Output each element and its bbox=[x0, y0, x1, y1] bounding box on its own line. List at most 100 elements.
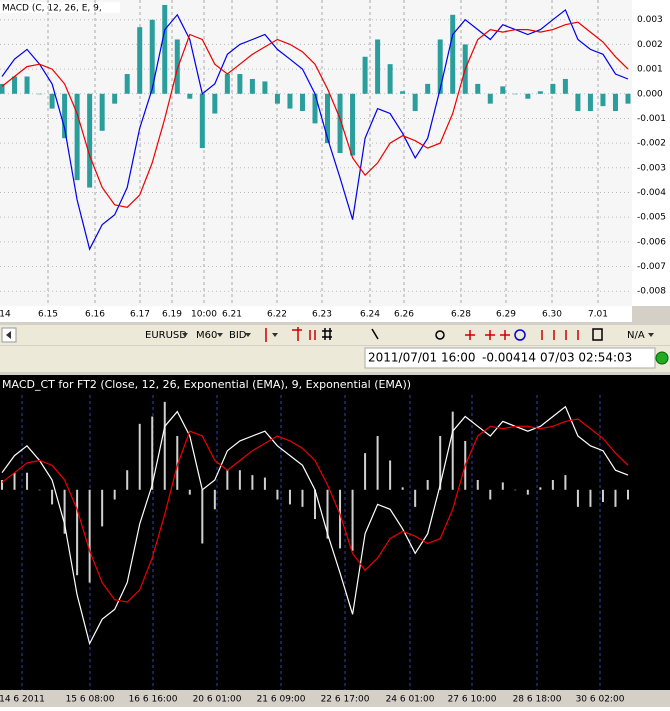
histogram-bar bbox=[87, 93, 93, 188]
histogram-bar bbox=[238, 470, 241, 490]
price-select[interactable]: BID bbox=[229, 330, 247, 341]
histogram-bar bbox=[13, 472, 16, 490]
histogram-bar bbox=[62, 93, 68, 139]
top-axis bbox=[632, 0, 670, 306]
histogram-bar bbox=[414, 489, 417, 507]
histogram-bar bbox=[362, 56, 368, 94]
histogram-bar bbox=[299, 93, 305, 112]
histogram-bar bbox=[400, 91, 406, 94]
signal-line bbox=[1, 418, 629, 603]
histogram-bar bbox=[376, 436, 379, 490]
histogram-bar bbox=[274, 93, 280, 104]
histogram-bar bbox=[439, 436, 442, 490]
histogram-bar bbox=[249, 78, 255, 94]
histogram-bar bbox=[163, 401, 166, 490]
y-tick-label: 0.002 bbox=[637, 40, 663, 50]
histogram-bar bbox=[501, 482, 504, 490]
toolbar-icons[interactable] bbox=[265, 327, 603, 342]
x-tick-label: 6.30 bbox=[542, 310, 562, 320]
histogram-bar bbox=[162, 4, 168, 94]
histogram-bar bbox=[539, 487, 542, 490]
x-tick-label: 14 bbox=[0, 310, 11, 320]
histogram-bar bbox=[587, 93, 593, 112]
top-title: MACD (C, 12, 26, E, 9, bbox=[2, 4, 102, 14]
histogram-bar bbox=[288, 489, 291, 505]
histogram-bar bbox=[126, 470, 129, 490]
status-light bbox=[655, 351, 669, 365]
histogram-bar bbox=[614, 489, 617, 507]
dropdown-arrows bbox=[182, 333, 654, 337]
histogram-bar bbox=[88, 489, 91, 583]
histogram-bar bbox=[489, 489, 492, 500]
y-tick-label: -0.002 bbox=[637, 139, 666, 149]
histogram-bar bbox=[101, 489, 104, 527]
x-tick-label: 10:00 bbox=[191, 310, 217, 320]
symbol-select[interactable]: EURUSD bbox=[145, 330, 187, 341]
y-tick-label: 0.000 bbox=[637, 89, 663, 99]
histogram-bar bbox=[74, 93, 80, 181]
histogram-bar bbox=[149, 19, 155, 94]
histogram-bar bbox=[174, 39, 180, 94]
y-tick-label: -0.008 bbox=[637, 287, 666, 297]
histogram-bar bbox=[451, 411, 454, 490]
histogram-bar bbox=[287, 93, 293, 109]
histogram-bar bbox=[301, 489, 304, 507]
y-tick-label: 0.003 bbox=[637, 15, 663, 25]
x-tick-label: 7.01 bbox=[588, 310, 608, 320]
histogram-bar bbox=[412, 93, 418, 112]
macd-line bbox=[1, 405, 629, 646]
x-tick-label: 6.22 bbox=[267, 310, 287, 320]
histogram-bar bbox=[314, 489, 316, 520]
histogram-bar bbox=[124, 74, 130, 94]
histogram-bar bbox=[312, 93, 318, 124]
histogram-bar bbox=[426, 480, 429, 490]
y-tick-label: -0.006 bbox=[637, 237, 666, 247]
x-tick-label: 6.23 bbox=[312, 310, 332, 320]
bottom-plot bbox=[0, 375, 670, 690]
histogram-bar bbox=[76, 489, 79, 576]
histogram-bar bbox=[212, 93, 218, 114]
signal-line bbox=[1, 21, 629, 208]
x-tick-label: 21 6 09:00 bbox=[257, 695, 306, 705]
histogram-bar bbox=[0, 83, 5, 94]
histogram-bar bbox=[276, 489, 279, 500]
histogram-bar bbox=[137, 27, 143, 94]
histogram-bar bbox=[612, 93, 618, 112]
histogram-bar bbox=[251, 475, 254, 490]
histogram-bar bbox=[500, 86, 506, 94]
histogram-bar bbox=[51, 489, 54, 505]
histogram-bar bbox=[262, 81, 268, 94]
histogram-bar bbox=[375, 39, 381, 94]
histogram-bar bbox=[525, 93, 531, 99]
histogram-bar bbox=[176, 436, 179, 490]
status-time: 2011/07/01 16:00 bbox=[368, 351, 476, 365]
histogram-bar bbox=[237, 74, 243, 94]
x-tick-label: 28 6 18:00 bbox=[513, 695, 562, 705]
x-tick-label: 6.28 bbox=[451, 310, 471, 320]
histogram-bar bbox=[550, 83, 556, 94]
x-tick-label: 6.21 bbox=[222, 310, 242, 320]
y-tick-label: -0.005 bbox=[637, 213, 666, 223]
histogram-bar bbox=[401, 487, 404, 490]
histogram-bar bbox=[576, 489, 579, 507]
histogram-bar bbox=[526, 489, 529, 495]
histogram-bar bbox=[226, 470, 229, 490]
histogram-bar bbox=[151, 416, 154, 490]
histogram-bar bbox=[112, 93, 118, 104]
period-select[interactable]: M60 bbox=[196, 330, 217, 341]
toolbar bbox=[0, 325, 670, 345]
x-tick-label: 24 6 01:00 bbox=[386, 695, 435, 705]
status-value: -0.00414 bbox=[482, 351, 536, 365]
histogram-bar bbox=[1, 480, 3, 490]
histogram-bar bbox=[551, 480, 554, 490]
x-tick-label: 6.29 bbox=[496, 310, 516, 320]
zoom-select[interactable]: N/A bbox=[627, 330, 645, 341]
x-tick-label: 30 6 02:00 bbox=[576, 695, 625, 705]
y-tick-label: 0.001 bbox=[637, 65, 663, 75]
histogram-bar bbox=[514, 489, 517, 491]
bottom-title: MACD_CT for FT2 (Close, 12, 26, Exponent… bbox=[2, 378, 411, 391]
histogram-bar bbox=[364, 453, 367, 490]
histogram-bar bbox=[187, 93, 193, 99]
x-tick-label: 6.15 bbox=[38, 310, 58, 320]
